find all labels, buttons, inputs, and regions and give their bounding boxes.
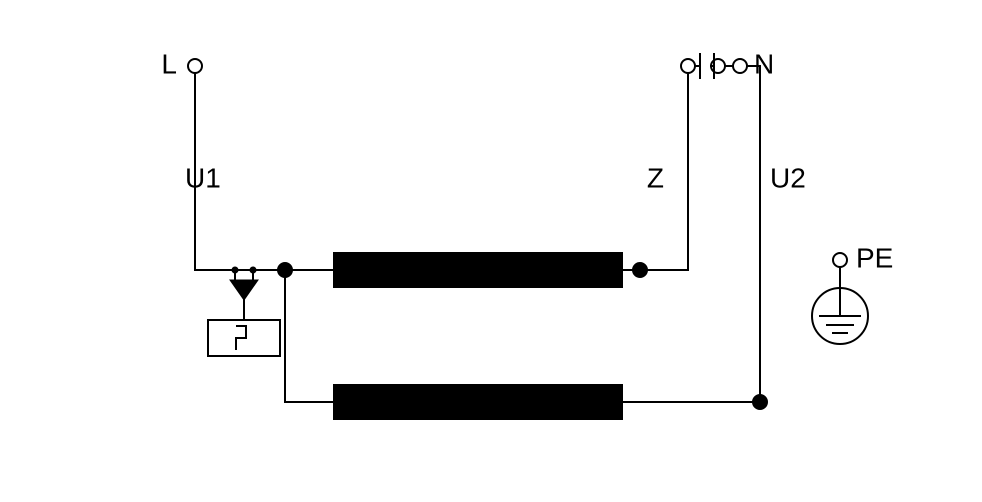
circuit-diagram: L N PE U1 U2 Z bbox=[0, 0, 982, 502]
starter-glyph-icon bbox=[236, 326, 246, 350]
terminal-L bbox=[188, 59, 202, 73]
tube-top bbox=[333, 252, 623, 288]
label: PE bbox=[856, 242, 893, 273]
starter-triangle-icon bbox=[230, 280, 258, 300]
label: L bbox=[161, 48, 177, 79]
label: U1 bbox=[185, 162, 221, 193]
label: N bbox=[754, 48, 774, 79]
label: Z bbox=[647, 162, 664, 193]
tube-bottom bbox=[333, 384, 623, 420]
terminal-N bbox=[733, 59, 747, 73]
label: U2 bbox=[770, 162, 806, 193]
